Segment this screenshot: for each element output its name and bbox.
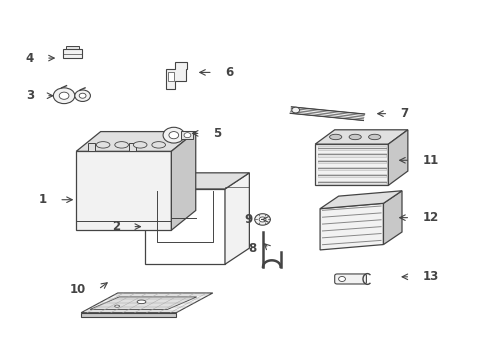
Ellipse shape xyxy=(368,134,380,140)
Polygon shape xyxy=(224,173,249,264)
Text: 2: 2 xyxy=(112,220,120,233)
Polygon shape xyxy=(144,173,249,189)
Circle shape xyxy=(183,133,190,138)
Ellipse shape xyxy=(152,141,165,148)
Text: 12: 12 xyxy=(422,211,438,224)
Text: 3: 3 xyxy=(26,89,34,102)
Polygon shape xyxy=(90,297,196,310)
Text: 11: 11 xyxy=(422,154,438,167)
Circle shape xyxy=(168,132,178,139)
Text: 9: 9 xyxy=(244,213,252,226)
FancyBboxPatch shape xyxy=(334,274,366,284)
Bar xyxy=(317,174,385,177)
Bar xyxy=(63,49,81,58)
Ellipse shape xyxy=(96,141,110,148)
Bar xyxy=(317,180,385,184)
Bar xyxy=(128,143,136,151)
Text: 6: 6 xyxy=(224,66,233,79)
Text: 10: 10 xyxy=(70,283,86,296)
Ellipse shape xyxy=(133,141,147,148)
Bar xyxy=(181,131,193,139)
Polygon shape xyxy=(76,132,195,151)
Polygon shape xyxy=(144,189,224,264)
Ellipse shape xyxy=(115,305,119,307)
Polygon shape xyxy=(383,191,401,244)
Circle shape xyxy=(163,127,184,143)
Polygon shape xyxy=(320,203,383,250)
Bar xyxy=(65,45,79,49)
Polygon shape xyxy=(387,130,407,185)
Text: 8: 8 xyxy=(248,242,256,255)
Polygon shape xyxy=(315,144,387,185)
Circle shape xyxy=(59,92,69,99)
Circle shape xyxy=(75,90,90,102)
Circle shape xyxy=(259,217,265,222)
Circle shape xyxy=(291,107,299,113)
Bar xyxy=(167,72,173,81)
Polygon shape xyxy=(81,313,176,317)
Polygon shape xyxy=(81,293,212,313)
Text: 1: 1 xyxy=(39,193,47,206)
Circle shape xyxy=(79,93,86,98)
Circle shape xyxy=(338,276,345,282)
Polygon shape xyxy=(171,132,195,230)
Text: 5: 5 xyxy=(212,127,221,140)
Bar xyxy=(317,160,385,163)
Bar xyxy=(87,143,95,151)
Bar xyxy=(317,146,385,150)
Ellipse shape xyxy=(115,141,128,148)
Text: 7: 7 xyxy=(400,107,408,120)
Text: 4: 4 xyxy=(25,51,34,64)
Circle shape xyxy=(254,214,270,225)
Polygon shape xyxy=(315,130,407,144)
Polygon shape xyxy=(76,151,171,230)
Bar xyxy=(317,153,385,157)
Polygon shape xyxy=(165,62,186,89)
Text: 13: 13 xyxy=(422,270,438,283)
Ellipse shape xyxy=(348,134,361,140)
Ellipse shape xyxy=(137,300,145,303)
Polygon shape xyxy=(320,191,401,209)
Circle shape xyxy=(53,88,75,104)
Bar xyxy=(317,167,385,170)
Ellipse shape xyxy=(329,134,341,140)
